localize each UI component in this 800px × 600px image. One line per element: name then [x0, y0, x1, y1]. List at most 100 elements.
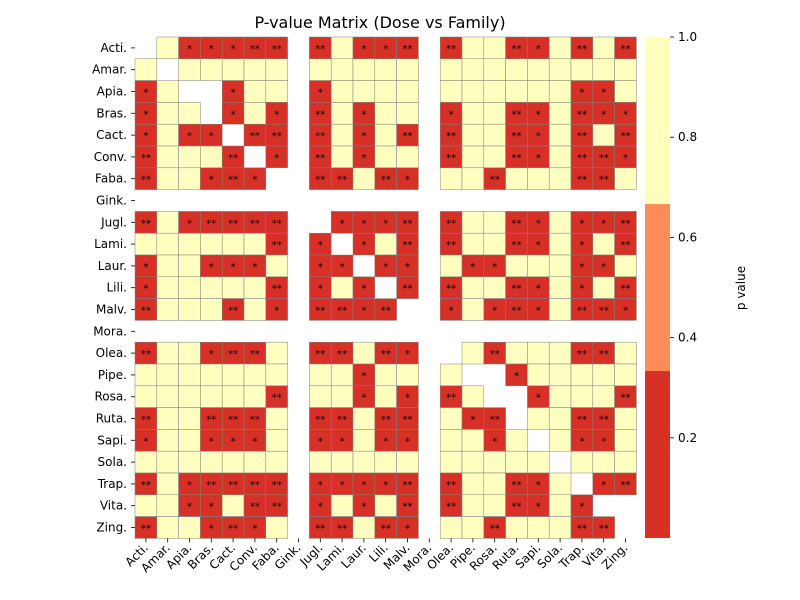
heatmap-cell [592, 516, 615, 539]
heatmap-cell [483, 145, 506, 169]
heatmap-cell [156, 167, 179, 190]
y-tick-label: Pipe. [98, 368, 127, 382]
heatmap-cell [439, 363, 463, 387]
heatmap-cell [614, 254, 637, 278]
heatmap-cell [461, 80, 485, 103]
cell-annotation: * [318, 262, 323, 273]
heatmap-cell [156, 494, 179, 517]
heatmap-cell [614, 472, 637, 496]
cell-annotation: * [340, 480, 345, 491]
y-tick-label: Rosa. [94, 390, 127, 404]
heatmap-cell [461, 298, 485, 321]
heatmap-cell [200, 145, 223, 169]
heatmap-cell [178, 102, 201, 125]
cell-annotation: ** [599, 175, 609, 186]
heatmap-cell [265, 145, 288, 169]
cell-annotation: ** [577, 524, 587, 535]
heatmap-cell [548, 232, 572, 256]
cell-annotation: ** [403, 502, 413, 513]
heatmap-cell [461, 167, 485, 190]
cell-annotation: ** [446, 131, 456, 142]
heatmap-cell [178, 298, 201, 321]
heatmap-cell [243, 232, 267, 256]
cell-annotation: * [252, 262, 257, 273]
heatmap-cell [461, 385, 485, 408]
colorbar-band [645, 203, 670, 372]
cell-annotation: ** [403, 240, 413, 251]
heatmap-cell [352, 450, 376, 474]
y-tick-label: Conv. [94, 150, 127, 164]
heatmap-cell [527, 254, 550, 278]
cell-annotation: * [209, 175, 214, 186]
cell-annotation: ** [599, 415, 609, 426]
cell-annotation: ** [337, 175, 347, 186]
colorbar-band [645, 37, 670, 204]
y-tick-label: Lili. [106, 281, 127, 295]
heatmap-cell [483, 494, 506, 517]
heatmap-cell [156, 232, 179, 256]
heatmap-cell [548, 472, 572, 496]
heatmap-cell [330, 385, 354, 408]
heatmap-cell [309, 450, 332, 474]
heatmap-cell [614, 363, 637, 387]
cell-annotation: * [536, 44, 541, 55]
heatmap-cell [592, 36, 615, 60]
heatmap-cell [439, 80, 463, 103]
cell-annotation: * [449, 109, 454, 120]
x-tick-label: Zing. [599, 541, 631, 573]
heatmap-cell [134, 450, 158, 474]
heatmap-cell [374, 145, 397, 169]
cell-annotation: ** [315, 524, 325, 535]
cell-annotation: * [536, 480, 541, 491]
cell-annotation: ** [250, 44, 260, 55]
cell-annotation: * [623, 306, 628, 317]
heatmap-cell [461, 472, 485, 496]
cell-annotation: * [209, 524, 214, 535]
cell-annotation: * [383, 262, 388, 273]
cell-annotation: ** [228, 524, 238, 535]
cell-annotation: * [187, 44, 192, 55]
heatmap-cell [461, 145, 485, 169]
cell-annotation: ** [621, 240, 631, 251]
cell-annotation: * [492, 262, 497, 273]
cell-annotation: * [470, 415, 475, 426]
cell-annotation: * [536, 306, 541, 317]
y-tick-label: Apia. [97, 85, 127, 99]
cell-annotation: ** [228, 415, 238, 426]
y-tick-label: Acti. [101, 41, 127, 55]
heatmap-cells [134, 36, 637, 539]
cell-annotation: ** [250, 502, 260, 513]
y-tick-label: Zing. [96, 521, 127, 535]
heatmap-cell [178, 276, 201, 299]
cell-annotation: * [187, 480, 192, 491]
heatmap-cell [243, 298, 267, 321]
y-tick-label: Malv. [96, 303, 127, 317]
heatmap-cell [548, 211, 572, 234]
y-tick-label: Trap. [97, 477, 127, 491]
cell-annotation: * [536, 153, 541, 164]
cell-annotation: ** [272, 393, 282, 404]
heatmap-cell [178, 516, 201, 539]
cell-annotation: * [209, 436, 214, 447]
heatmap-cell [243, 80, 267, 103]
cell-annotation: ** [141, 153, 151, 164]
cell-annotation: ** [272, 44, 282, 55]
cell-annotation: * [252, 436, 257, 447]
heatmap-cell [527, 516, 550, 539]
heatmap-cell [221, 363, 245, 387]
cell-annotation: * [318, 436, 323, 447]
cell-annotation: ** [577, 131, 587, 142]
heatmap-cell [330, 494, 354, 517]
heatmap-cell [221, 450, 245, 474]
cell-annotation: ** [381, 306, 391, 317]
heatmap-cell [374, 123, 397, 147]
cell-annotation: ** [446, 44, 456, 55]
cell-annotation: ** [403, 131, 413, 142]
heatmap-cell [178, 145, 201, 169]
cell-annotation: * [361, 44, 366, 55]
cell-annotation: ** [577, 349, 587, 360]
cell-annotation: ** [206, 415, 216, 426]
cell-annotation: ** [315, 415, 325, 426]
heatmap-cell [505, 429, 528, 452]
